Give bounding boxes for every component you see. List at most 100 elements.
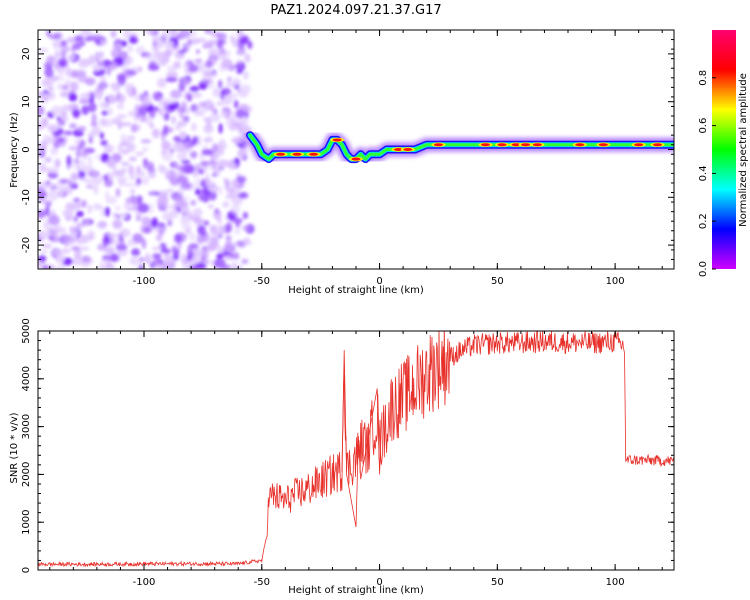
noise-blob bbox=[130, 248, 141, 257]
noise-blob bbox=[114, 205, 121, 211]
noise-blob bbox=[91, 126, 102, 136]
noise-blob bbox=[59, 44, 69, 52]
noise-blob bbox=[216, 101, 225, 106]
noise-blob bbox=[120, 122, 132, 127]
noise-blob bbox=[92, 203, 103, 211]
noise-blob bbox=[66, 155, 72, 166]
noise-blob bbox=[163, 40, 175, 49]
noise-blob bbox=[161, 30, 173, 39]
noise-blob bbox=[167, 218, 173, 227]
noise-blob bbox=[180, 181, 192, 190]
noise-blob bbox=[81, 255, 91, 263]
noise-blob bbox=[204, 136, 213, 143]
noise-blob bbox=[116, 73, 127, 82]
noise-blob bbox=[181, 224, 193, 231]
noise-blob bbox=[129, 188, 136, 195]
snr-xtick-label: -100 bbox=[133, 577, 156, 588]
noise-blob bbox=[148, 172, 156, 179]
noise-blob bbox=[78, 98, 91, 105]
noise-blob bbox=[71, 246, 80, 251]
noise-blob bbox=[45, 201, 52, 208]
ridge-hotspot-core bbox=[332, 138, 342, 142]
colorbar-label: Normalized spectral amplitude bbox=[738, 73, 749, 227]
snr-xtick-label: 100 bbox=[606, 577, 625, 588]
noise-blob bbox=[116, 102, 125, 110]
noise-blob bbox=[71, 70, 79, 79]
noise-blob bbox=[44, 205, 50, 216]
noise-blob bbox=[152, 44, 159, 52]
noise-blob bbox=[206, 73, 218, 78]
noise-blob bbox=[72, 108, 81, 119]
noise-blob bbox=[169, 208, 179, 219]
noise-blob bbox=[127, 44, 133, 53]
noise-blob bbox=[171, 115, 177, 125]
noise-blob bbox=[206, 243, 217, 252]
noise-blob bbox=[55, 264, 66, 269]
noise-blob bbox=[120, 133, 126, 144]
noise-blob bbox=[87, 55, 96, 65]
noise-blob bbox=[211, 143, 219, 154]
noise-blob bbox=[142, 226, 152, 234]
noise-blob bbox=[239, 84, 252, 94]
noise-blob bbox=[158, 163, 166, 175]
ridge-hotspot-core bbox=[403, 148, 413, 151]
noise-blob bbox=[209, 259, 215, 266]
noise-blob bbox=[222, 201, 230, 208]
noise-blob bbox=[178, 81, 186, 93]
noise-blob bbox=[192, 249, 202, 258]
noise-blob bbox=[126, 196, 138, 205]
noise-blob bbox=[176, 152, 188, 161]
noise-blob bbox=[54, 140, 61, 149]
noise-blob bbox=[217, 159, 230, 168]
noise-blob bbox=[217, 247, 223, 254]
noise-blob bbox=[188, 264, 199, 269]
noise-blob bbox=[117, 143, 124, 153]
noise-blob bbox=[91, 113, 97, 124]
noise-blob bbox=[240, 36, 248, 45]
snr-ylabel: SNR (10 * v/v) bbox=[9, 412, 20, 483]
noise-blob bbox=[132, 233, 144, 244]
noise-blob bbox=[103, 144, 114, 154]
noise-blob bbox=[229, 118, 237, 124]
noise-blob bbox=[220, 111, 228, 117]
noise-blob bbox=[161, 151, 173, 162]
noise-blob bbox=[125, 69, 137, 76]
noise-blob bbox=[143, 96, 152, 107]
noise-blob bbox=[121, 161, 130, 166]
snr-line bbox=[38, 331, 674, 568]
noise-blob bbox=[218, 185, 223, 196]
noise-blob bbox=[193, 111, 205, 117]
noise-blob bbox=[134, 95, 141, 101]
noise-blob bbox=[208, 48, 219, 57]
noise-blob bbox=[141, 176, 150, 186]
noise-blob bbox=[188, 64, 199, 73]
noise-blob bbox=[189, 243, 199, 250]
noise-blob bbox=[99, 131, 104, 140]
noise-blob bbox=[104, 190, 110, 200]
noise-blob bbox=[112, 219, 123, 230]
noise-blob bbox=[129, 175, 137, 180]
noise-blob bbox=[241, 224, 250, 231]
noise-blob bbox=[71, 44, 76, 53]
noise-blob bbox=[125, 55, 134, 65]
noise-blob bbox=[242, 105, 253, 113]
noise-blob bbox=[194, 58, 203, 64]
noise-blob bbox=[87, 155, 93, 166]
noise-blob bbox=[81, 164, 89, 171]
snr-ytick-label: 5000 bbox=[21, 318, 32, 343]
noise-blob bbox=[73, 215, 79, 223]
noise-blob bbox=[69, 82, 77, 90]
noise-blob bbox=[165, 188, 175, 194]
noise-blob bbox=[224, 178, 230, 190]
noise-blob bbox=[100, 139, 108, 147]
noise-blob bbox=[76, 165, 82, 173]
noise-blob bbox=[225, 194, 234, 199]
noise-blob bbox=[57, 253, 65, 264]
noise-blob bbox=[127, 241, 138, 246]
noise-blob bbox=[49, 225, 60, 231]
noise-blob bbox=[180, 164, 192, 175]
ridge-hotspot-core bbox=[653, 143, 663, 147]
